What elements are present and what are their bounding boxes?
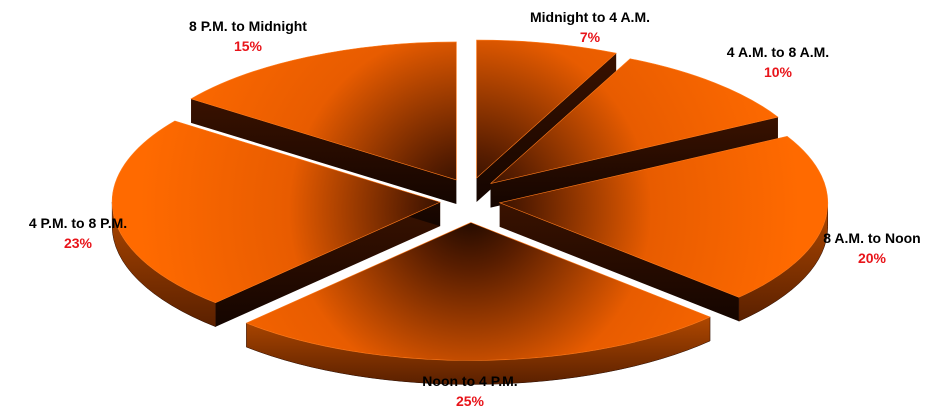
pie-slice (498, 136, 829, 322)
pie-labels: Midnight to 4 A.M. 7% 4 A.M. to 8 A.M. 10% 8… (29, 9, 921, 409)
pie-value-label: 10% (764, 64, 793, 80)
pie-slice-top (490, 58, 779, 184)
pie-category-label: 4 P.M. to 8 P.M. (29, 215, 127, 231)
pie-category-label: 8 P.M. to Midnight (189, 18, 307, 34)
pie-slice (111, 120, 441, 328)
pie-slice-top (190, 41, 457, 181)
pie-slice-wall (191, 98, 457, 204)
pie-value-label: 25% (456, 393, 485, 409)
pie-slice-wall (490, 117, 778, 208)
pie-slice (490, 58, 779, 208)
pie-value-label: 15% (234, 38, 263, 54)
pie-slice (245, 222, 711, 385)
pie-slice-top (111, 120, 441, 304)
pie-category-label: 8 A.M. to Noon (823, 230, 920, 246)
pie-slice-wall (215, 202, 441, 327)
pie-slice-top (245, 222, 711, 361)
pie-slice-wall (499, 202, 739, 322)
pie-category-label: 4 A.M. to 8 A.M. (727, 44, 829, 60)
pie-value-label: 23% (64, 235, 93, 251)
pie-category-label: Midnight to 4 A.M. (530, 9, 650, 25)
pie-slice (190, 41, 457, 204)
pie-slice-top (476, 39, 617, 179)
pie-slices (111, 39, 829, 385)
pie-value-label: 20% (858, 250, 887, 266)
pie-slice-top (498, 136, 829, 298)
pie-category-label: Noon to 4 P.M. (422, 373, 517, 389)
pie-value-label: 7% (580, 29, 601, 45)
